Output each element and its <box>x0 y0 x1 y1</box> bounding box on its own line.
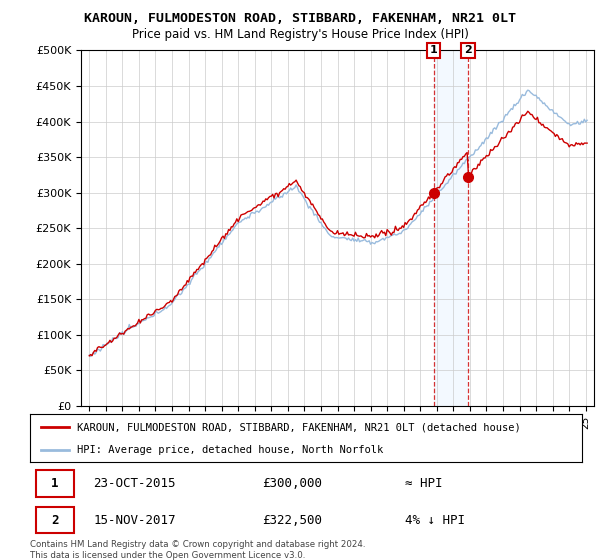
Text: 15-NOV-2017: 15-NOV-2017 <box>94 514 176 526</box>
Text: 4% ↓ HPI: 4% ↓ HPI <box>406 514 466 526</box>
Text: 23-OCT-2015: 23-OCT-2015 <box>94 477 176 490</box>
FancyBboxPatch shape <box>35 507 74 533</box>
Text: 2: 2 <box>51 514 59 526</box>
Text: HPI: Average price, detached house, North Norfolk: HPI: Average price, detached house, Nort… <box>77 445 383 455</box>
Text: KAROUN, FULMODESTON ROAD, STIBBARD, FAKENHAM, NR21 0LT: KAROUN, FULMODESTON ROAD, STIBBARD, FAKE… <box>84 12 516 25</box>
FancyBboxPatch shape <box>35 470 74 497</box>
Bar <box>434 50 468 406</box>
Text: Price paid vs. HM Land Registry's House Price Index (HPI): Price paid vs. HM Land Registry's House … <box>131 28 469 41</box>
Text: £300,000: £300,000 <box>262 477 322 490</box>
Text: £322,500: £322,500 <box>262 514 322 526</box>
Text: 1: 1 <box>430 45 437 55</box>
Text: 2: 2 <box>464 45 472 55</box>
Text: KAROUN, FULMODESTON ROAD, STIBBARD, FAKENHAM, NR21 0LT (detached house): KAROUN, FULMODESTON ROAD, STIBBARD, FAKE… <box>77 422 521 432</box>
Text: ≈ HPI: ≈ HPI <box>406 477 443 490</box>
Text: Contains HM Land Registry data © Crown copyright and database right 2024.
This d: Contains HM Land Registry data © Crown c… <box>30 540 365 560</box>
Text: 1: 1 <box>51 477 59 490</box>
